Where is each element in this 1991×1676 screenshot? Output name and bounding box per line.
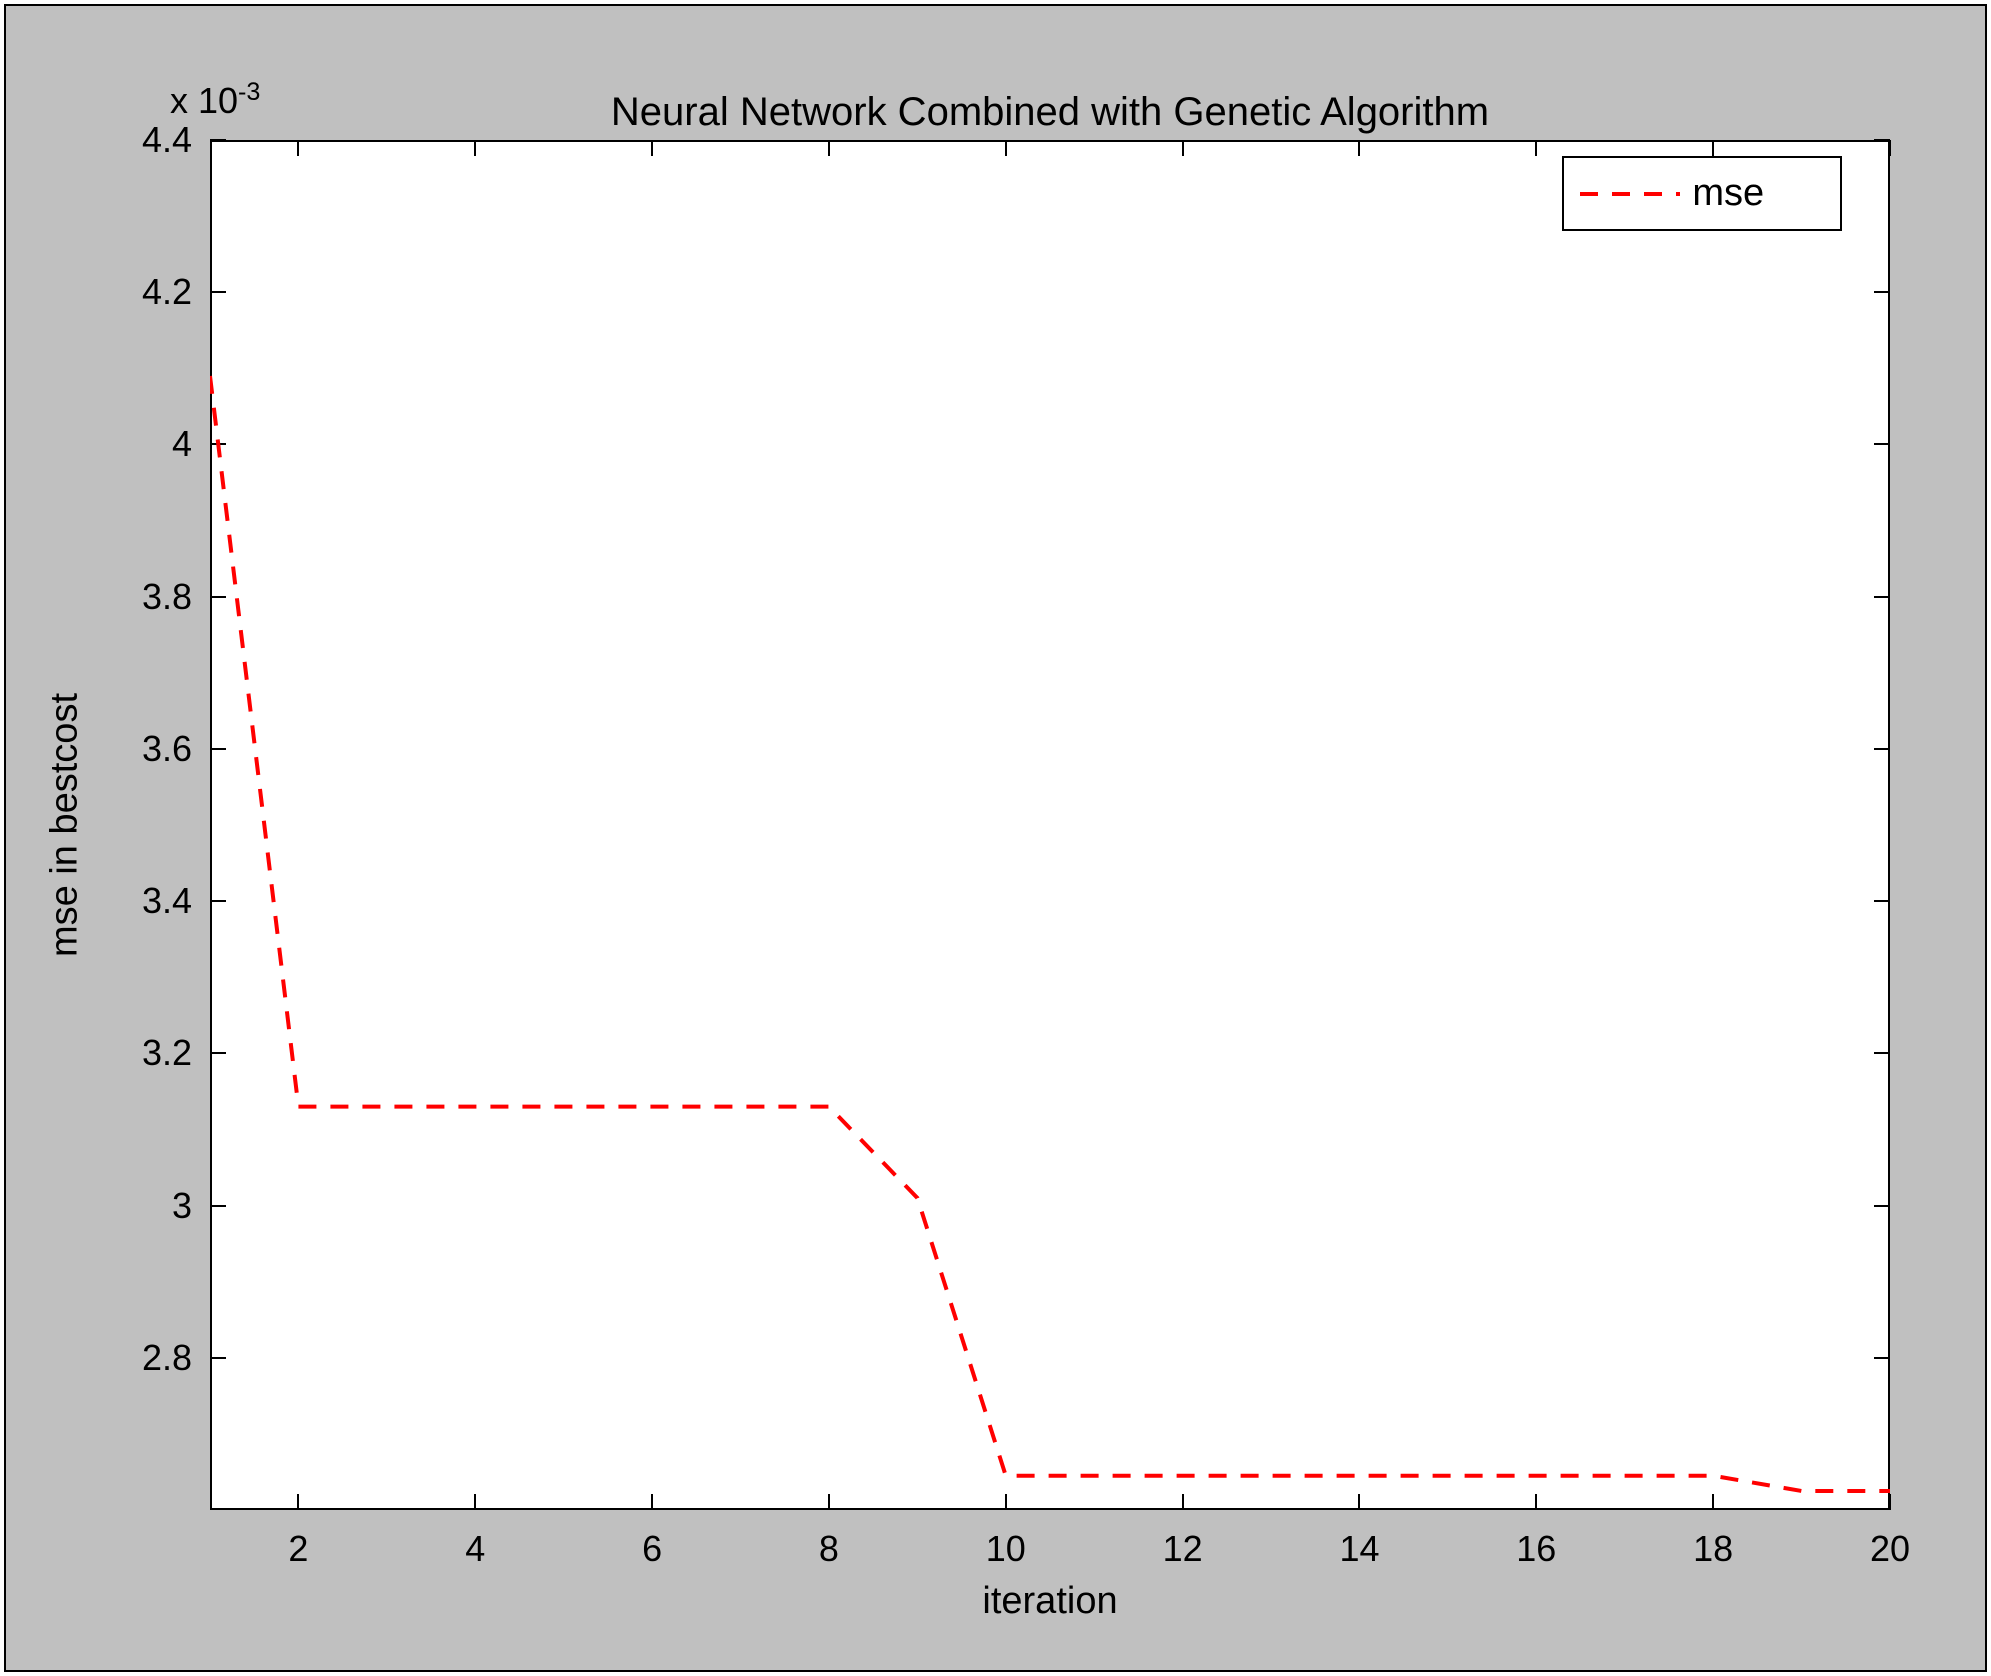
legend-label: mse <box>1692 172 1764 215</box>
legend-line-sample <box>1580 184 1680 204</box>
series-line-mse <box>210 376 1890 1491</box>
legend-box: mse <box>1562 156 1842 231</box>
plot-svg <box>0 0 1991 1676</box>
chart-container: 24681012141618202.833.23.43.63.844.24.4i… <box>0 0 1991 1676</box>
